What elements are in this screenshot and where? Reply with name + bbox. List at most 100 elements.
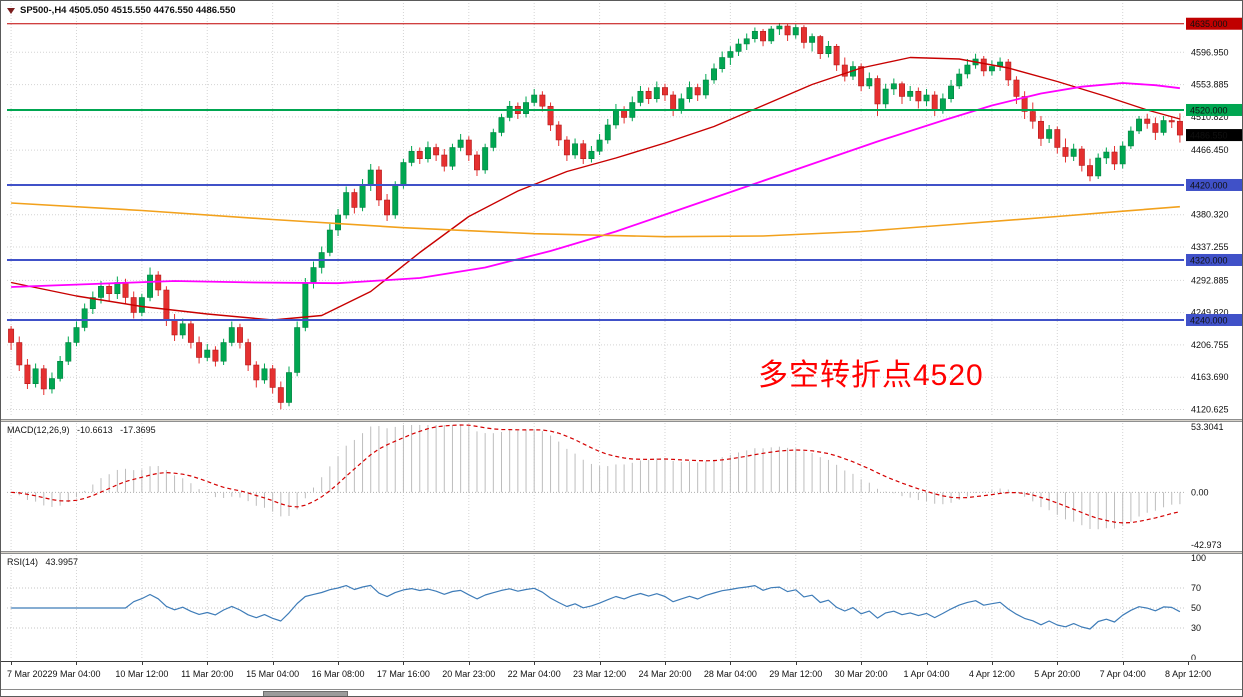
candle — [204, 349, 211, 358]
candle — [817, 36, 824, 54]
macd-pane[interactable]: 53.3041 0.00 -42.973 MACD(12,26,9) -10.661… — [1, 422, 1243, 551]
time-axis-label: 10 Mar 12:00 — [115, 669, 169, 679]
candle — [1103, 151, 1110, 159]
time-tick — [861, 662, 863, 665]
candle — [580, 143, 587, 159]
candle — [506, 105, 513, 118]
candle — [1136, 118, 1142, 132]
candle — [122, 282, 129, 298]
candle — [653, 87, 660, 99]
candle — [359, 184, 366, 208]
candle — [335, 214, 341, 231]
candle — [212, 349, 219, 362]
candles-layer — [8, 22, 1183, 410]
candle — [621, 109, 628, 118]
time-axis-label: 28 Mar 04:00 — [703, 669, 757, 679]
rsi-axis-label: 100 — [1191, 554, 1206, 563]
horizontal-scrollbar[interactable] — [1, 689, 1242, 696]
candle — [686, 87, 693, 99]
rsi-line — [11, 584, 1181, 630]
price-axis: 4596.950 4553.885 4510.820 4466.450 4380.320… — [1186, 17, 1242, 415]
price-axis-tag-label: 4635.000 — [1190, 19, 1228, 29]
candle — [171, 319, 178, 336]
candle — [1087, 165, 1093, 177]
candle — [187, 323, 194, 343]
price-axis-label: 4596.950 — [1191, 47, 1229, 57]
time-tick — [272, 662, 274, 665]
time-tick — [11, 662, 13, 665]
main-chart-pane[interactable]: 4596.950 4553.885 4510.820 4466.450 4380.320… — [1, 1, 1243, 419]
candle — [588, 150, 595, 159]
time-tick — [730, 662, 732, 665]
candle — [498, 117, 505, 133]
candle — [907, 90, 914, 97]
candle — [1062, 147, 1069, 157]
candle — [784, 25, 791, 36]
pane-splitter-macd-rsi[interactable] — [1, 551, 1242, 554]
time-axis: 7 Mar 2022 9 Mar 04:00 10 Mar 12:00 11 Mar … — [1, 661, 1242, 689]
symbol-dropdown-icon[interactable] — [7, 7, 15, 14]
rsi-canvas[interactable]: 100 70 50 30 0 — [1, 554, 1243, 660]
candle — [874, 78, 881, 105]
candle — [310, 267, 317, 283]
candle — [915, 90, 922, 102]
candle — [408, 150, 415, 163]
macd-value-signal: -17.3695 — [120, 425, 156, 435]
candle — [98, 285, 104, 298]
candle — [482, 147, 489, 171]
candle — [294, 327, 301, 373]
candle — [890, 83, 897, 90]
candle — [572, 143, 579, 156]
candle — [531, 94, 538, 103]
candle — [1078, 148, 1085, 166]
candle — [711, 68, 717, 81]
candle — [825, 45, 832, 54]
macd-canvas[interactable]: 53.3041 0.00 -42.973 — [1, 422, 1243, 551]
time-tick — [338, 662, 340, 665]
candle — [40, 368, 47, 390]
candle — [1013, 79, 1020, 97]
time-axis-label: 9 Mar 04:00 — [52, 669, 101, 679]
price-axis-tag — [1186, 129, 1242, 142]
rsi-axis-label: 70 — [1191, 583, 1201, 593]
time-axis-label: 30 Mar 20:00 — [834, 669, 888, 679]
candle — [1144, 118, 1151, 124]
candle — [1029, 111, 1036, 122]
candle — [49, 378, 55, 390]
time-axis-label: 5 Apr 20:00 — [1034, 669, 1081, 679]
candle — [539, 94, 546, 107]
time-tick — [599, 662, 601, 665]
candle — [457, 139, 464, 148]
time-tick — [795, 662, 797, 665]
candle — [441, 154, 448, 167]
rsi-pane[interactable]: 100 70 50 30 0 RSI(14) 43.9957 — [1, 554, 1243, 660]
macd-label: MACD(12,26,9) -10.6613 -17.3695 — [7, 425, 161, 435]
macd-axis-label: 53.3041 — [1191, 422, 1224, 432]
candle — [866, 78, 873, 87]
candle — [196, 342, 203, 358]
time-tick — [76, 662, 78, 665]
candle — [245, 342, 252, 366]
time-axis-label: 7 Apr 04:00 — [1099, 669, 1146, 679]
candle — [114, 282, 121, 294]
price-axis-tag-label: 4240.000 — [1190, 315, 1228, 325]
candle — [81, 308, 88, 328]
candle — [604, 124, 611, 141]
price-axis-tag-label: 4486.550 — [1190, 131, 1228, 141]
time-axis-label: 23 Mar 12:00 — [573, 669, 627, 679]
horizontal-scrollbar-thumb[interactable] — [263, 691, 348, 696]
pane-splitter-main-macd[interactable] — [1, 419, 1242, 422]
candle — [465, 139, 472, 156]
ma-slow-line — [11, 202, 1180, 238]
main-gridlines — [7, 3, 1184, 417]
candle — [719, 57, 726, 69]
candle — [662, 87, 668, 96]
candle — [792, 27, 799, 36]
price-axis-label: 4337.255 — [1191, 242, 1229, 252]
price-chart-canvas[interactable]: 4596.950 4553.885 4510.820 4466.450 4380.320… — [1, 1, 1243, 419]
time-axis-label: 16 Mar 08:00 — [311, 669, 365, 679]
candle — [743, 38, 750, 45]
candle — [751, 30, 758, 39]
candle — [563, 139, 570, 156]
